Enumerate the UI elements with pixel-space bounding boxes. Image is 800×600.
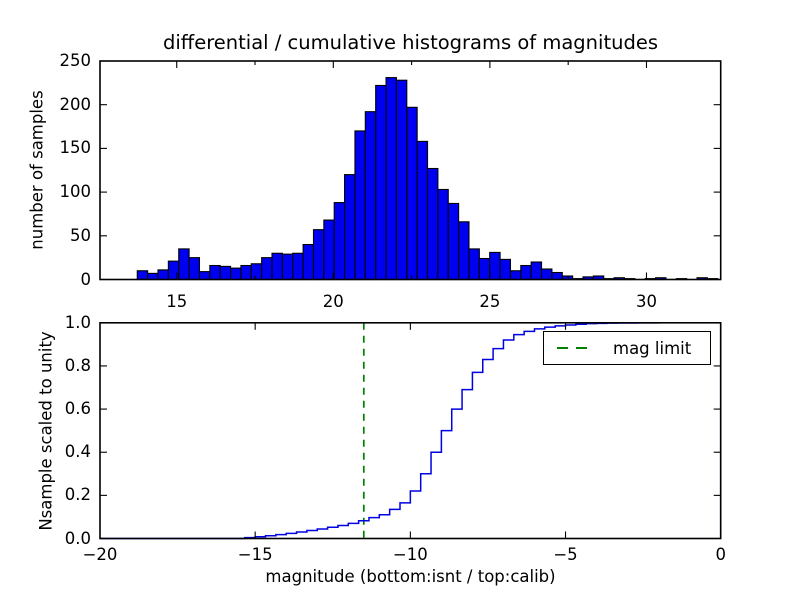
bottom-y-tick-label: 0.0 <box>64 528 91 548</box>
histogram-bar <box>468 248 480 281</box>
histogram-bar <box>271 252 283 281</box>
bottom-y-tick-label: 0.4 <box>64 442 91 462</box>
histogram-bar <box>188 257 201 281</box>
histogram-bar <box>426 167 439 281</box>
histogram-bar <box>530 261 543 281</box>
figure-title: differential / cumulative histograms of … <box>162 31 658 54</box>
histogram-bar <box>333 202 346 281</box>
top-x-tick-label: 25 <box>479 291 501 311</box>
histogram-bar <box>551 271 563 281</box>
histogram-bar <box>458 221 470 281</box>
histogram-bar <box>240 264 252 281</box>
histogram-bar <box>178 248 190 281</box>
histogram-bar <box>520 264 532 281</box>
histogram-bar <box>395 79 408 281</box>
top-x-tick-label: 20 <box>322 291 344 311</box>
histogram-bar <box>540 268 553 281</box>
histogram-bar <box>375 84 387 281</box>
histogram-bar <box>406 106 418 281</box>
histogram-bar <box>281 253 294 281</box>
top-x-tick-label: 15 <box>166 291 188 311</box>
histogram-bar <box>354 130 366 281</box>
histogram-bar <box>157 269 169 281</box>
bottom-x-tick-label: −10 <box>392 544 428 564</box>
bottom-x-tick-label: −5 <box>553 544 578 564</box>
histogram-bar <box>136 270 149 281</box>
histogram-bar <box>292 252 304 281</box>
bottom-y-tick-label: 0.6 <box>64 399 91 419</box>
bottom-x-axis-label: magnitude (bottom:isnt / top:calib) <box>265 567 556 586</box>
histogram-bar <box>147 272 159 281</box>
histogram-bar <box>499 258 511 281</box>
top-axes-frame <box>99 60 722 281</box>
histogram-bar <box>344 174 356 281</box>
histogram-bar <box>219 265 232 281</box>
bottom-x-tick-label: 0 <box>715 544 726 564</box>
histogram-bar <box>302 243 315 281</box>
top-histogram-bars <box>136 77 719 281</box>
top-y-tick-label: 0 <box>80 269 92 289</box>
legend: mag limit <box>543 331 711 365</box>
histogram-bar <box>509 270 522 281</box>
histogram-bar <box>230 267 242 281</box>
histogram-bar <box>478 257 491 281</box>
histogram-bar <box>437 188 449 281</box>
histogram-bar <box>312 229 325 281</box>
histogram-bar <box>385 77 397 281</box>
histogram-bar <box>250 263 263 281</box>
top-y-tick-label: 200 <box>59 94 92 114</box>
top-y-tick-label: 250 <box>59 51 92 70</box>
top-axes <box>99 60 722 281</box>
histogram-bar <box>261 257 273 281</box>
bottom-x-tick-label: −20 <box>82 544 118 564</box>
bottom-axes-ticks <box>100 322 721 539</box>
histogram-bar <box>447 202 460 281</box>
histogram-bar <box>489 251 501 281</box>
top-y-tick-label: 150 <box>59 138 92 158</box>
top-axes-ticks <box>100 61 721 280</box>
legend-label: mag limit <box>613 338 692 358</box>
histogram-bar <box>416 140 429 281</box>
histogram-bar <box>209 264 221 281</box>
histogram-bar <box>198 271 211 281</box>
bottom-y-tick-label: 1.0 <box>64 312 91 332</box>
mag-limit-dashed-line-sample <box>557 347 593 349</box>
bottom-y-tick-label: 0.8 <box>64 355 91 375</box>
top-x-tick-label: 30 <box>635 291 657 311</box>
top-y-tick-label: 100 <box>59 182 92 202</box>
top-y-tick-label: 50 <box>70 225 91 245</box>
histogram-bar <box>323 219 335 281</box>
bottom-x-tick-label: −15 <box>237 544 273 564</box>
histogram-bar <box>364 111 377 281</box>
bottom-y-tick-label: 0.2 <box>64 485 91 505</box>
